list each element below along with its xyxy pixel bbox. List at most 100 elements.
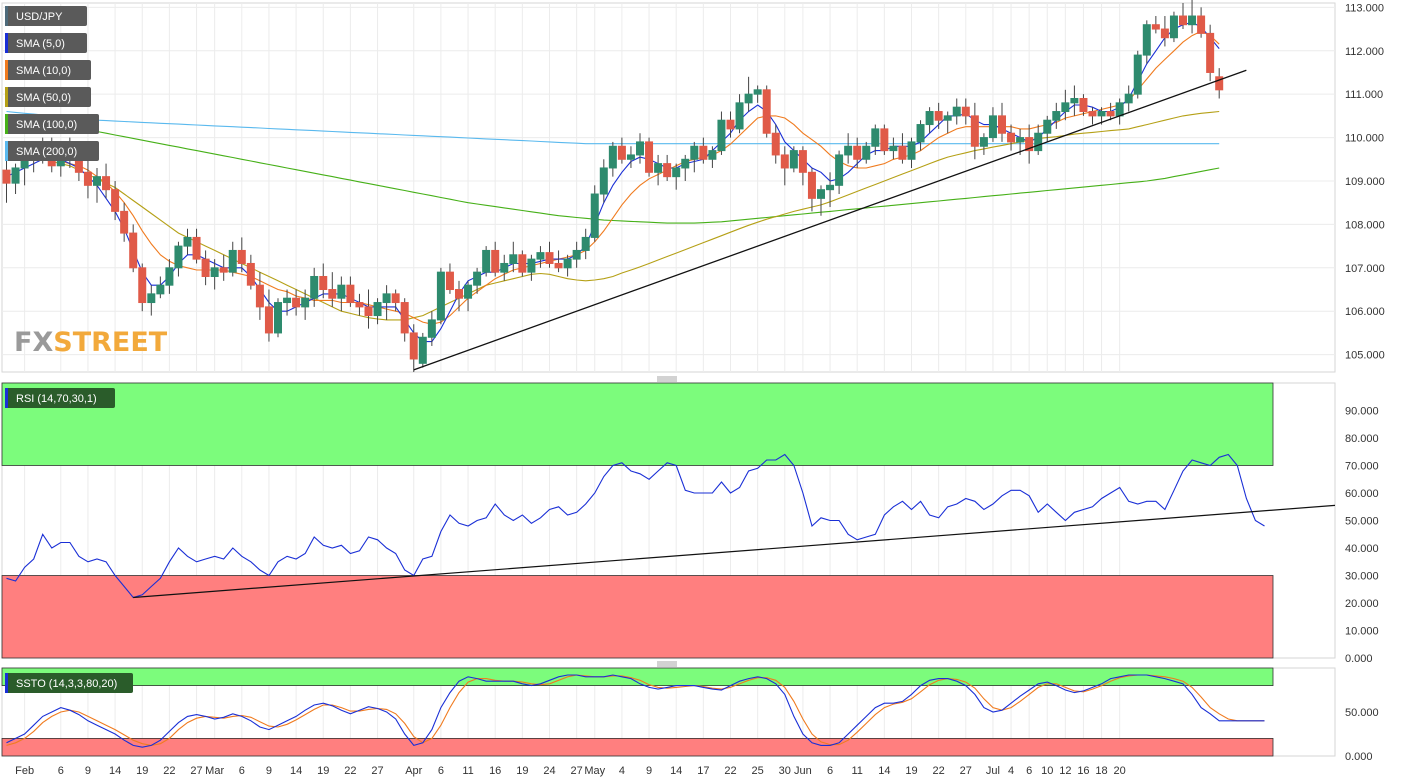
legend-sma-100-0-[interactable]: SMA (100,0)	[5, 114, 99, 134]
candle-body	[382, 293, 391, 304]
price-panel	[1, 2, 1336, 373]
rsi-line	[6, 453, 1265, 599]
candle	[1061, 89, 1070, 121]
x-axis-tick-label: 19	[905, 765, 917, 777]
candle-body	[74, 158, 83, 173]
candle-body	[283, 297, 292, 304]
candle	[663, 154, 672, 181]
candle-body	[255, 284, 264, 308]
candle-body	[445, 271, 454, 291]
candle	[120, 202, 129, 242]
candle	[898, 133, 907, 164]
candle	[111, 180, 120, 221]
candle-body	[129, 232, 138, 269]
candle	[147, 285, 156, 316]
rsi-overbought-zone	[1, 382, 1274, 466]
candle-body	[979, 137, 988, 147]
candle-body	[210, 267, 219, 277]
candle-body	[998, 115, 1006, 134]
candle-body	[491, 249, 500, 273]
price-axis-tick-label: 110.000	[1345, 133, 1384, 145]
candle	[1025, 124, 1034, 164]
x-axis-tick-label: 22	[163, 765, 175, 777]
candle	[636, 133, 644, 164]
candle-body	[545, 252, 554, 264]
rsi-axis-tick-label: 70.000	[1345, 461, 1379, 473]
legend-label: RSI (14,70,30,1)	[16, 393, 97, 405]
candle	[337, 276, 346, 312]
x-axis-tick-label: 22	[933, 765, 945, 777]
candle-body	[617, 145, 626, 160]
candle-body	[626, 154, 635, 160]
candle	[1070, 85, 1079, 116]
panel-resize-handle-rsi[interactable]	[657, 376, 677, 382]
candle	[491, 241, 500, 277]
rsi-axis-tick-label: 50.000	[1345, 516, 1379, 528]
legend-label: USD/JPY	[16, 11, 63, 23]
candle	[780, 146, 789, 186]
rsi-axis-tick-label: 10.000	[1345, 626, 1379, 638]
candle-body	[1115, 102, 1124, 117]
candle-body	[1034, 132, 1043, 152]
candle-body	[174, 245, 183, 269]
candle-body	[1124, 93, 1133, 104]
candle-body	[762, 89, 771, 134]
candle	[283, 289, 292, 316]
sma-100-line	[6, 119, 1220, 224]
candle	[237, 237, 246, 273]
candle-body	[102, 176, 111, 191]
legend-usd-jpy[interactable]: USD/JPY	[5, 6, 87, 26]
candle-body	[455, 289, 463, 299]
candle	[102, 163, 111, 199]
panel-resize-handle-ssto[interactable]	[657, 661, 677, 667]
candle-body	[228, 249, 237, 273]
price-trendline	[413, 69, 1247, 371]
legend-rsi[interactable]: RSI (14,70,30,1)	[5, 388, 115, 408]
candle-body	[744, 93, 753, 104]
candle-body	[346, 284, 355, 304]
candle-body	[418, 336, 427, 364]
candle	[1079, 94, 1088, 116]
fxstreet-watermark: FXSTREET	[14, 327, 168, 358]
candle-body	[1061, 102, 1070, 113]
candle-body	[1052, 111, 1061, 121]
candle	[83, 159, 92, 199]
candle	[1206, 24, 1215, 82]
x-axis-tick-label: 24	[543, 765, 555, 777]
candle	[699, 137, 708, 164]
legend-box	[5, 87, 91, 107]
legend-label: SMA (5,0)	[16, 38, 65, 50]
x-axis-tick-label: Jul	[986, 765, 1000, 777]
candle-body	[500, 262, 509, 273]
candle-body	[301, 297, 310, 308]
candle-body	[581, 236, 590, 251]
candle	[138, 263, 147, 312]
candle	[626, 146, 635, 168]
candle-body	[246, 262, 255, 286]
candle	[346, 276, 355, 307]
watermark-street: STREET	[53, 327, 168, 358]
candle	[310, 267, 319, 307]
candle	[373, 298, 382, 325]
legend-ssto[interactable]: SSTO (14,3,3,80,20)	[5, 673, 133, 693]
candle	[129, 224, 138, 273]
candle	[835, 150, 844, 195]
candle	[826, 172, 835, 208]
candle	[192, 228, 201, 264]
legend-color-swatch	[5, 141, 8, 161]
legend-sma-5-0-[interactable]: SMA (5,0)	[5, 33, 87, 53]
ssto-k-line	[6, 674, 1265, 748]
candle	[264, 289, 273, 342]
x-axis-tick-label: 16	[1077, 765, 1089, 777]
legend-sma-10-0-[interactable]: SMA (10,0)	[5, 60, 91, 80]
legend-sma-50-0-[interactable]: SMA (50,0)	[5, 87, 91, 107]
legend-sma-200-0-[interactable]: SMA (200,0)	[5, 141, 99, 161]
sma-50-line	[6, 110, 1220, 321]
candle	[1133, 50, 1142, 99]
x-axis-tick-label: 27	[960, 765, 972, 777]
rsi-axis-tick-label: 30.000	[1345, 571, 1379, 583]
x-axis-tick-label: 22	[344, 765, 356, 777]
candle-body	[192, 236, 201, 260]
candle-body	[880, 128, 889, 152]
